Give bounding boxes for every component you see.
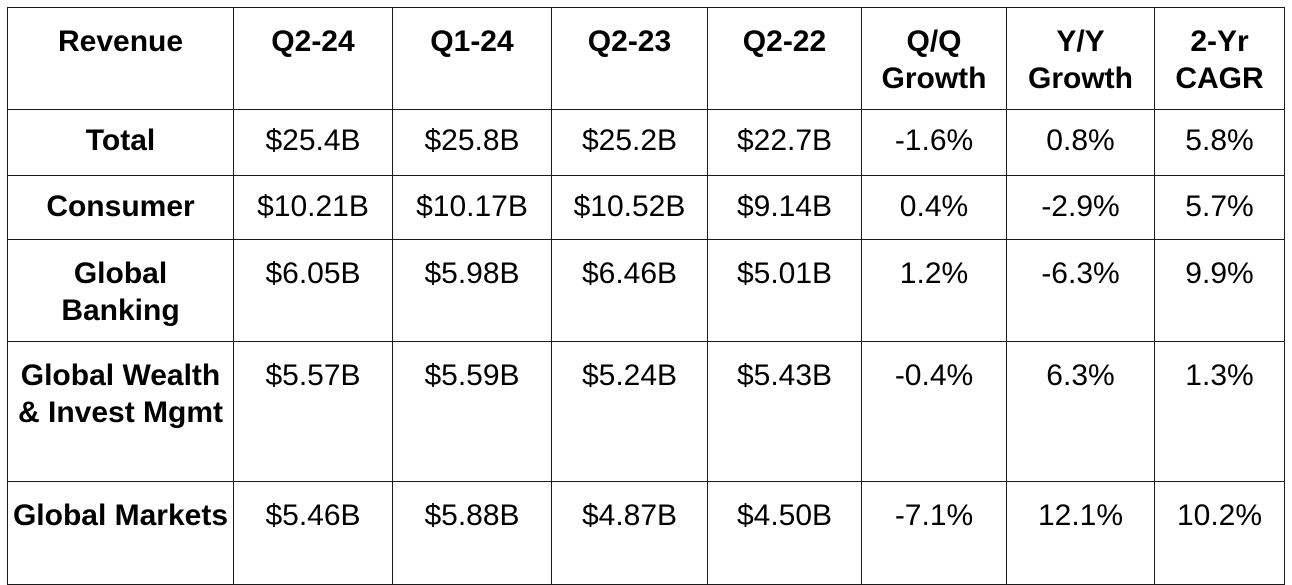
table-cell: $10.17B xyxy=(392,175,552,240)
table-row-global-banking: Global Banking $6.05B $5.98B $6.46B $5.0… xyxy=(7,239,1285,342)
table-row-global-wealth: Global Wealth & Invest Mgmt $5.57B $5.59… xyxy=(7,341,1285,482)
header-revenue: Revenue xyxy=(7,7,234,110)
row-label: Global Markets xyxy=(7,481,234,585)
table-cell: 1.3% xyxy=(1154,341,1285,482)
table-cell: $4.87B xyxy=(551,481,708,585)
table-cell: 10.2% xyxy=(1154,481,1285,585)
table-cell: $6.46B xyxy=(551,239,708,342)
table-cell: 5.7% xyxy=(1154,175,1285,240)
row-label: Global Banking xyxy=(7,239,234,342)
table-cell: -2.9% xyxy=(1006,175,1155,240)
table-cell: $5.57B xyxy=(233,341,393,482)
table-cell: $4.50B xyxy=(707,481,862,585)
table-row-total: Total $25.4B $25.8B $25.2B $22.7B -1.6% … xyxy=(7,109,1285,176)
table-cell: 9.9% xyxy=(1154,239,1285,342)
table-cell: -6.3% xyxy=(1006,239,1155,342)
header-2yr-cagr: 2-Yr CAGR xyxy=(1154,7,1285,110)
table-cell: 1.2% xyxy=(861,239,1007,342)
table-cell: $5.88B xyxy=(392,481,552,585)
table-cell: $5.98B xyxy=(392,239,552,342)
table-cell: -1.6% xyxy=(861,109,1007,176)
header-q2-22: Q2-22 xyxy=(707,7,862,110)
table-cell: -0.4% xyxy=(861,341,1007,482)
table-cell: $10.52B xyxy=(551,175,708,240)
table-cell: 12.1% xyxy=(1006,481,1155,585)
revenue-table: Revenue Q2-24 Q1-24 Q2-23 Q2-22 Q/Q Grow… xyxy=(7,7,1285,585)
header-qq-growth: Q/Q Growth xyxy=(861,7,1007,110)
table-cell: $9.14B xyxy=(707,175,862,240)
header-yy-growth: Y/Y Growth xyxy=(1006,7,1155,110)
table-cell: $5.01B xyxy=(707,239,862,342)
table-cell: 0.8% xyxy=(1006,109,1155,176)
table-cell: 0.4% xyxy=(861,175,1007,240)
table-row-consumer: Consumer $10.21B $10.17B $10.52B $9.14B … xyxy=(7,175,1285,240)
header-q2-23: Q2-23 xyxy=(551,7,708,110)
table-row-global-markets: Global Markets $5.46B $5.88B $4.87B $4.5… xyxy=(7,481,1285,585)
header-row: Revenue Q2-24 Q1-24 Q2-23 Q2-22 Q/Q Grow… xyxy=(7,7,1285,110)
row-label: Consumer xyxy=(7,175,234,240)
row-label: Global Wealth & Invest Mgmt xyxy=(7,341,234,482)
table-cell: 5.8% xyxy=(1154,109,1285,176)
table-cell: -7.1% xyxy=(861,481,1007,585)
table-cell: 6.3% xyxy=(1006,341,1155,482)
header-q2-24: Q2-24 xyxy=(233,7,393,110)
table-cell: $6.05B xyxy=(233,239,393,342)
table-cell: $25.8B xyxy=(392,109,552,176)
row-label: Total xyxy=(7,109,234,176)
table-cell: $25.4B xyxy=(233,109,393,176)
table-cell: $25.2B xyxy=(551,109,708,176)
table-cell: $10.21B xyxy=(233,175,393,240)
table-cell: $22.7B xyxy=(707,109,862,176)
table-cell: $5.46B xyxy=(233,481,393,585)
table-cell: $5.24B xyxy=(551,341,708,482)
table-cell: $5.43B xyxy=(707,341,862,482)
header-q1-24: Q1-24 xyxy=(392,7,552,110)
table-cell: $5.59B xyxy=(392,341,552,482)
